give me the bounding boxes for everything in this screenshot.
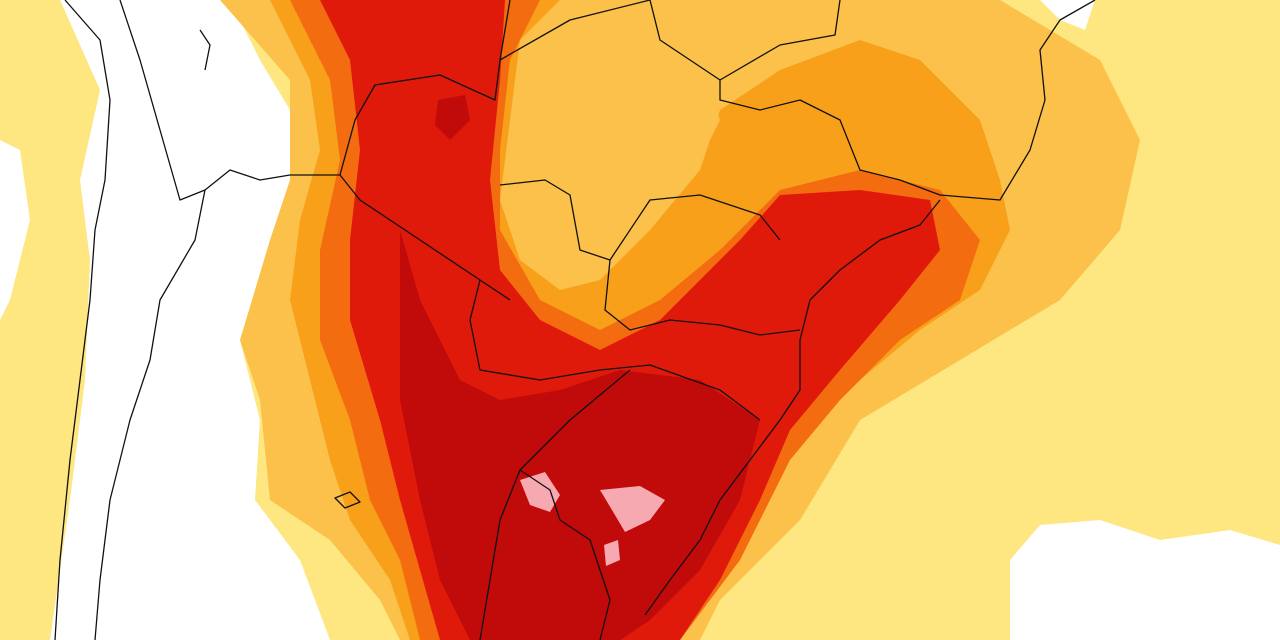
border-line xyxy=(519,469,611,640)
heat-zone xyxy=(600,486,665,532)
heat-zone xyxy=(435,95,470,140)
border-line xyxy=(479,369,631,640)
heat-zone xyxy=(400,230,760,640)
border-line xyxy=(54,0,111,640)
border-line xyxy=(469,279,761,421)
heat-zone xyxy=(604,540,620,566)
border-line xyxy=(119,0,511,301)
no-data-area xyxy=(1010,520,1280,640)
lake-outline xyxy=(199,29,211,71)
borders xyxy=(54,0,1096,640)
heat-zone xyxy=(520,472,560,512)
border-line xyxy=(604,259,801,336)
lake-outline xyxy=(334,491,361,509)
coastline xyxy=(644,199,941,616)
border-line xyxy=(649,0,841,81)
border-line xyxy=(719,0,1096,201)
border-line xyxy=(499,0,651,61)
border-line xyxy=(94,189,206,640)
no-data-area xyxy=(0,140,30,320)
no-data-area xyxy=(50,0,330,640)
heat-zone xyxy=(510,20,720,270)
